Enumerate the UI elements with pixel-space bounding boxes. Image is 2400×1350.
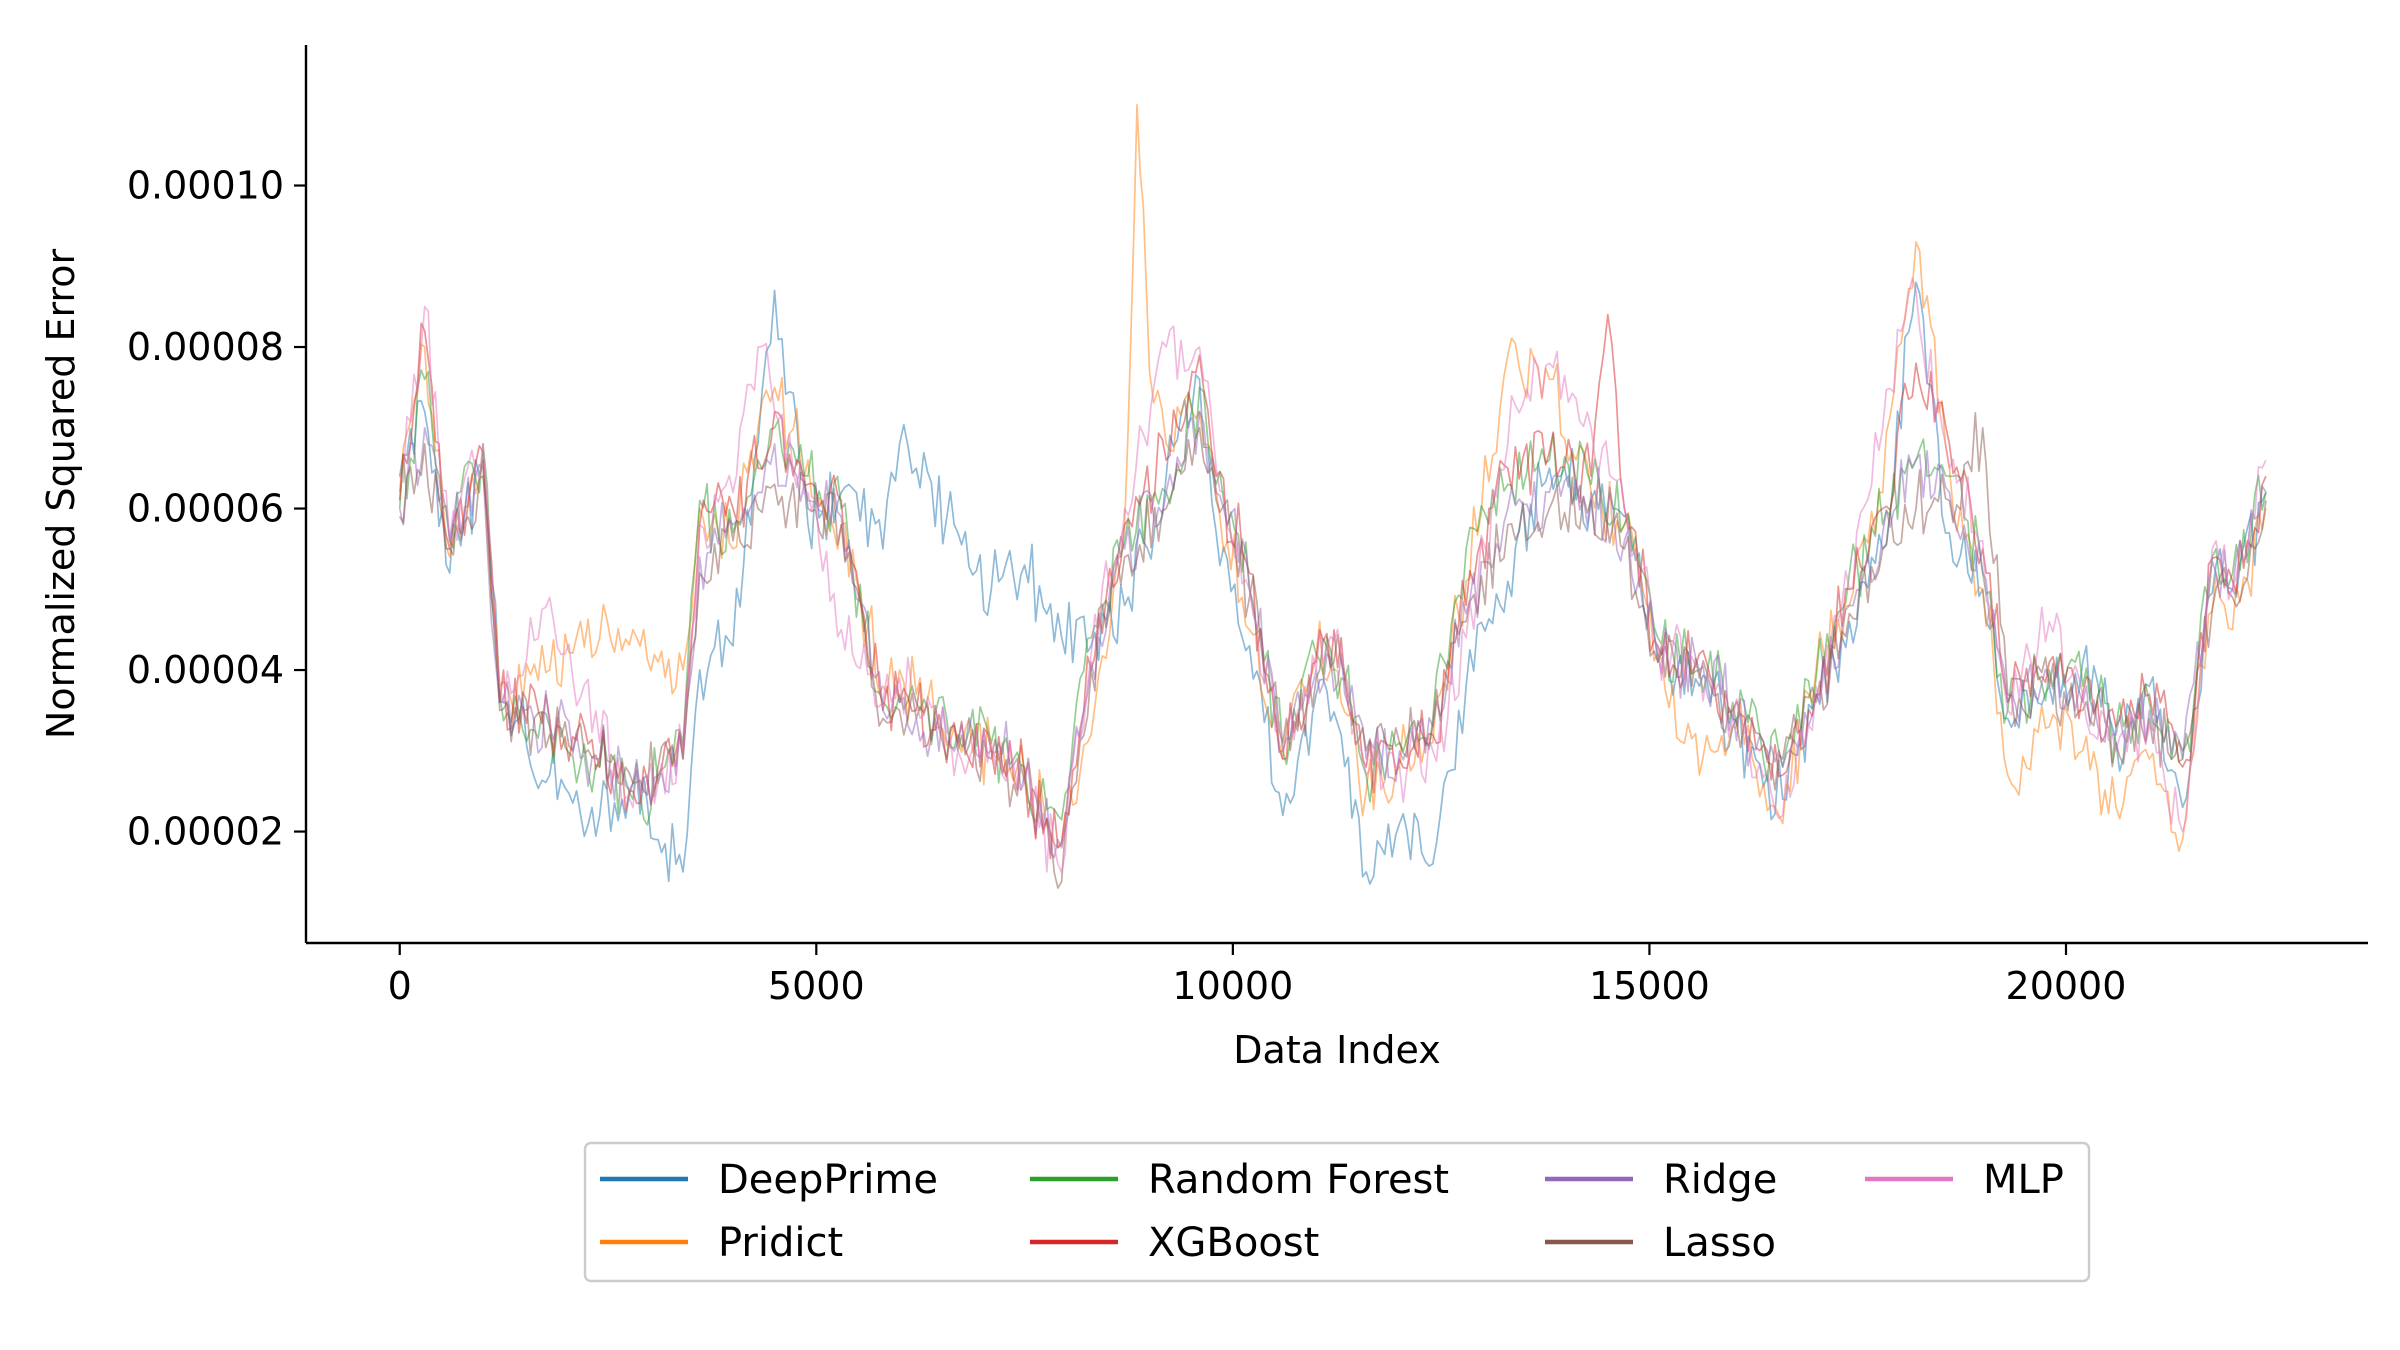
- y-ticks: 0.00002 0.00004 0.00006 0.00008 0.00010: [127, 164, 306, 854]
- x-tick-label: 5000: [768, 964, 865, 1008]
- legend-label: Lasso: [1663, 1220, 1776, 1266]
- legend-label: MLP: [1983, 1157, 2064, 1203]
- x-tick-label: 20000: [2006, 964, 2127, 1008]
- series-line-xgboost: [398, 313, 2267, 860]
- x-ticks: 0 5000 10000 15000 20000: [388, 943, 2127, 1008]
- y-tick-label: 0.00010: [127, 164, 284, 208]
- y-tick-label: 0.00008: [127, 325, 284, 369]
- legend: DeepPrime Pridict Random Forest XGBoost Ridg…: [583, 1141, 2091, 1283]
- y-tick-label: 0.00006: [127, 487, 284, 531]
- axes-layer: [304, 45, 2368, 945]
- x-tick-label: 15000: [1589, 964, 1710, 1008]
- series-line-mlp: [398, 277, 2267, 874]
- y-tick-label: 0.00002: [127, 810, 284, 854]
- legend-label: DeepPrime: [718, 1157, 938, 1203]
- y-axis-label: Normalized Squared Error: [39, 249, 83, 740]
- legend-frame: [583, 1141, 2091, 1283]
- legend-label: Pridict: [718, 1220, 843, 1266]
- x-tick-label: 0: [388, 964, 412, 1008]
- series-line-lasso: [398, 411, 2267, 889]
- x-tick-label: 10000: [1172, 964, 1293, 1008]
- series-line-ridge: [398, 410, 2267, 859]
- series-line-deepprime: [398, 281, 2267, 885]
- legend-label: Random Forest: [1148, 1157, 1449, 1203]
- series-layer: [398, 103, 2267, 889]
- y-tick-label: 0.00004: [127, 648, 284, 692]
- legend-label: Ridge: [1663, 1157, 1777, 1203]
- legend-label: XGBoost: [1148, 1220, 1319, 1266]
- x-axis-label: Data Index: [1233, 1028, 1440, 1072]
